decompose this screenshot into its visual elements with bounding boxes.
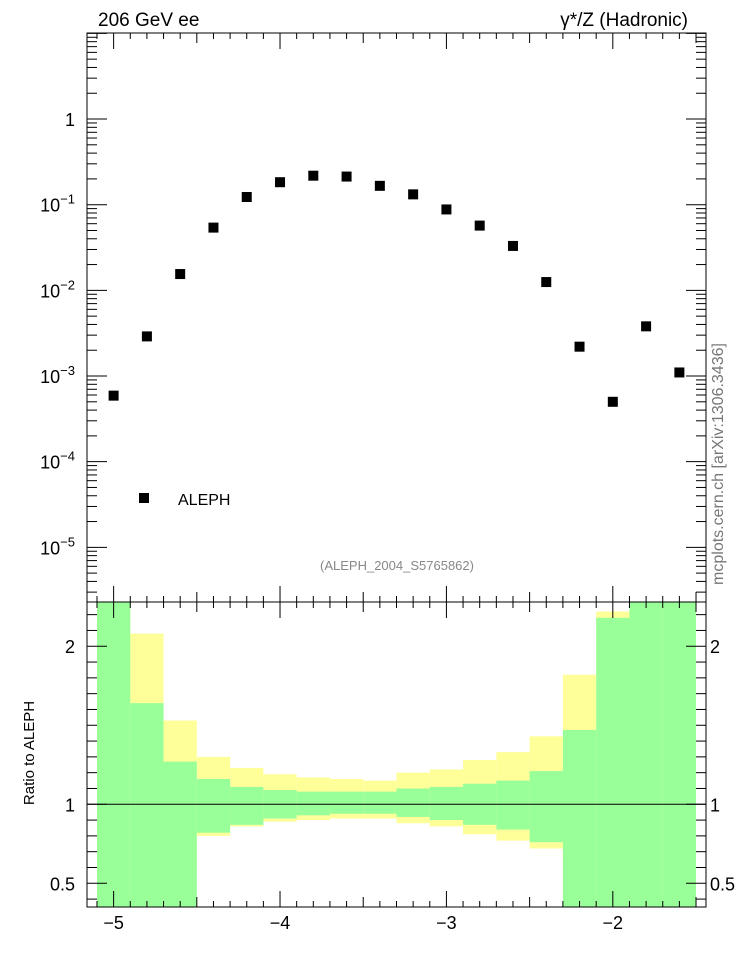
header-left-title: 206 GeV ee	[98, 10, 199, 31]
ratio-band-inner	[529, 771, 563, 843]
data-point	[241, 191, 252, 202]
y-tick-label: 10−3	[40, 363, 75, 387]
ratio-band-inner	[329, 791, 364, 814]
ratio-y-tick-label-right: 1	[710, 795, 720, 815]
ratio-band-inner	[363, 791, 397, 814]
main-data-points	[108, 170, 685, 407]
axis-tick-labels: 10−5 10−4 10−3 10−2 10−1 1 0.5 0.5 1 1 2 2 −5 −4 −3 −2	[40, 110, 735, 933]
ratio-band-inner	[596, 617, 630, 907]
data-point	[441, 204, 452, 215]
y-tick-label: 10−5	[40, 534, 75, 558]
ratio-band-inner	[629, 602, 663, 907]
watermark-text: mcplots.cern.ch [arXiv:1306.3436]	[710, 343, 727, 585]
axis-ticks	[87, 32, 706, 907]
data-point	[208, 222, 219, 233]
data-point	[541, 277, 552, 288]
x-tick-label: −4	[270, 913, 291, 933]
data-point	[108, 390, 119, 401]
data-point	[574, 341, 585, 352]
data-point	[507, 240, 518, 251]
main-frame	[86, 32, 707, 603]
legend: ALEPH	[139, 492, 230, 509]
data-point	[674, 367, 685, 378]
ratio-band-inner	[662, 602, 697, 907]
x-tick-label: −3	[436, 913, 457, 933]
y-tick-label: 1	[65, 110, 75, 130]
ratio-y-tick-label: 0.5	[50, 874, 75, 894]
legend-marker	[139, 493, 149, 503]
ratio-y-tick-label-right: 0.5	[710, 874, 735, 894]
ratio-band-inner	[163, 761, 197, 907]
ratio-band-inner	[429, 786, 464, 821]
data-point	[607, 396, 618, 407]
ratio-band-inner	[230, 786, 264, 825]
data-point	[641, 321, 652, 332]
y-tick-label: 10−4	[40, 449, 75, 473]
ratio-band-inner	[296, 791, 330, 816]
ratio-band-inner	[562, 730, 597, 907]
ratio-band-inner	[496, 780, 530, 830]
ratio-y-tick-label: 2	[65, 637, 75, 657]
data-point	[308, 170, 319, 181]
ratio-y-tick-label: 1	[65, 795, 75, 815]
ratio-bands	[96, 602, 697, 907]
legend-label: ALEPH	[178, 492, 230, 509]
ratio-ylabel: Ratio to ALEPH	[21, 701, 38, 805]
ratio-band-inner	[96, 602, 131, 907]
data-point	[275, 177, 286, 188]
ratio-band-inner	[396, 788, 430, 817]
ratio-band-inner	[196, 778, 231, 833]
data-point	[341, 171, 352, 182]
y-tick-label: 10−2	[40, 277, 75, 301]
data-point	[408, 189, 419, 200]
analysis-tag: (ALEPH_2004_S5765862)	[320, 558, 474, 573]
ratio-y-tick-label-right: 2	[710, 637, 720, 657]
data-point	[474, 220, 485, 231]
data-point	[374, 180, 385, 191]
ratio-band-inner	[130, 703, 164, 907]
x-tick-label: −5	[103, 913, 124, 933]
y-tick-label: 10−1	[40, 192, 75, 216]
data-point	[175, 269, 186, 280]
header-right-title: γ*/Z (Hadronic)	[560, 10, 688, 31]
data-point	[141, 331, 152, 342]
x-tick-label: −2	[603, 913, 624, 933]
